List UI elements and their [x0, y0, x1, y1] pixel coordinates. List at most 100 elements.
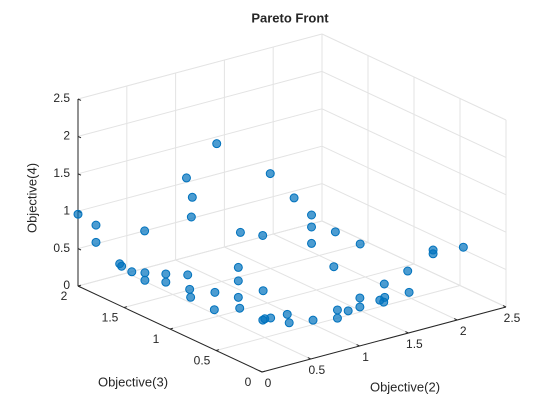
data-point [282, 309, 292, 319]
data-point [355, 293, 365, 303]
data-point [209, 305, 219, 315]
data-point [212, 139, 222, 149]
chart-title: Pareto Front [251, 10, 329, 25]
data-point [186, 212, 196, 222]
data-point [265, 169, 275, 179]
data-point [233, 262, 243, 272]
data-point [330, 227, 340, 237]
data-point [140, 275, 150, 285]
data-point [117, 261, 127, 271]
x-tick [258, 370, 263, 373]
x-tick-label: 2 [460, 324, 467, 338]
data-point [307, 238, 317, 248]
data-point [161, 277, 171, 287]
data-point [332, 313, 342, 323]
x-tick [453, 318, 458, 321]
z-tick-label: 2 [63, 129, 70, 143]
z-tick-label: 1.5 [53, 166, 70, 180]
data-point [307, 222, 317, 232]
data-point [233, 276, 243, 286]
x-axis [261, 306, 507, 373]
data-point [404, 287, 414, 297]
y-tick [215, 349, 220, 351]
data-point [355, 302, 365, 312]
y-tick-label: 2 [61, 289, 68, 303]
grid-line [321, 108, 507, 196]
data-point [258, 286, 268, 296]
z-tick-label: 0 [63, 278, 70, 292]
y-tick [261, 370, 266, 373]
x-tick-label: 1 [362, 350, 369, 364]
x-tick-label: 1.5 [406, 337, 423, 351]
x-tick-label: 0.5 [308, 363, 325, 377]
x-tick-label: 0 [265, 376, 272, 390]
z-axis-label: Objective(4) [24, 163, 39, 233]
data-point [258, 315, 268, 325]
z-tick [77, 135, 82, 139]
data-point [284, 318, 294, 328]
data-point [73, 209, 83, 219]
grid-line [321, 70, 507, 158]
data-point [210, 287, 220, 297]
data-point [458, 242, 468, 252]
data-point [307, 210, 317, 220]
data-point [161, 269, 171, 279]
grid-line [321, 145, 507, 233]
y-tick [169, 327, 174, 330]
data-point [379, 279, 389, 289]
data-point [186, 292, 196, 302]
z-tick-label: 2.5 [53, 91, 70, 105]
data-point [266, 313, 276, 323]
data-point [91, 220, 101, 230]
grid-line [77, 183, 323, 250]
y-tick-label: 0 [245, 375, 252, 389]
y-tick-label: 0.5 [194, 354, 211, 368]
data-point [235, 227, 245, 237]
data-point [332, 305, 342, 315]
data-point [235, 303, 245, 313]
x-tick [502, 305, 507, 308]
data-point [140, 268, 150, 278]
data-point [183, 270, 193, 280]
y-tick [123, 306, 128, 308]
y-tick-label: 1.5 [102, 311, 119, 325]
data-point [329, 262, 339, 272]
data-point [127, 267, 137, 277]
z-tick [77, 248, 82, 251]
data-point [379, 297, 389, 307]
data-point [91, 237, 101, 247]
data-point [187, 192, 197, 202]
grid-line [123, 242, 369, 308]
x-tick [356, 344, 360, 347]
grid-line [77, 33, 323, 100]
data-point [343, 306, 353, 316]
data-point [258, 230, 268, 240]
grid-line [77, 145, 323, 212]
grid-line [77, 108, 323, 175]
data-point [355, 239, 365, 249]
data-point [233, 292, 243, 302]
y-axis-label: Objective(3) [98, 374, 168, 389]
data-point [308, 315, 318, 325]
grid-line [321, 33, 507, 121]
x-axis-label: Objective(2) [370, 379, 440, 394]
y-tick-label: 1 [153, 332, 160, 346]
grid-line [321, 220, 507, 308]
x-tick [307, 357, 312, 360]
data-point [428, 249, 438, 259]
x-tick [405, 331, 409, 334]
z-tick-label: 1 [63, 203, 70, 217]
data-point [181, 173, 191, 183]
z-tick [77, 98, 82, 101]
grid-line [77, 70, 323, 137]
x-tick-label: 2.5 [504, 311, 521, 325]
data-point [185, 284, 195, 294]
grid-line [169, 263, 415, 330]
data-point [289, 193, 299, 203]
z-tick [77, 285, 82, 288]
data-point [403, 266, 413, 276]
grid-line [321, 183, 507, 271]
grid-line [77, 220, 323, 287]
z-tick [77, 173, 82, 176]
